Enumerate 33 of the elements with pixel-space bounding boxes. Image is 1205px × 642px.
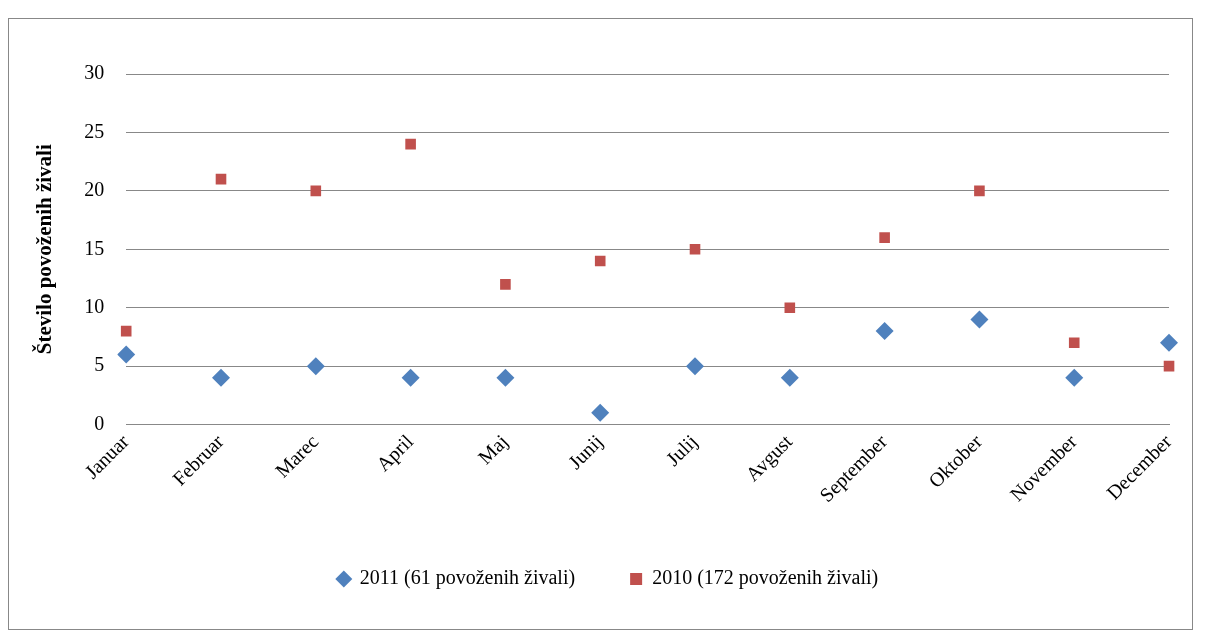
point xyxy=(500,279,511,290)
point xyxy=(970,310,989,329)
point xyxy=(1068,337,1080,349)
x-tick-label: Maj xyxy=(473,430,513,470)
point xyxy=(117,345,136,364)
y-tick-label: 0 xyxy=(94,411,105,434)
legend-label: 2010 (172 povoženih živali) xyxy=(652,566,879,590)
point xyxy=(306,357,325,376)
y-tick-label: 5 xyxy=(94,353,105,376)
point xyxy=(405,138,416,150)
x-tick-label: Julij xyxy=(661,430,703,471)
y-tick-label: 20 xyxy=(84,178,105,201)
y-tick-label: 10 xyxy=(84,294,105,317)
y-tick-label: 30 xyxy=(84,61,105,84)
point xyxy=(974,185,985,197)
point xyxy=(496,368,515,387)
point xyxy=(686,357,705,376)
point xyxy=(594,255,606,267)
y-tick-label: 15 xyxy=(84,236,105,259)
point xyxy=(401,368,420,387)
point xyxy=(689,243,701,255)
point xyxy=(879,232,890,243)
legend-label: 2011 (61 povoženih živali) xyxy=(359,566,576,590)
point xyxy=(784,302,796,314)
point xyxy=(780,368,799,387)
point xyxy=(591,403,610,422)
point xyxy=(1065,368,1084,387)
point xyxy=(875,322,894,341)
y-tick-label: 25 xyxy=(84,119,105,142)
point xyxy=(212,368,230,387)
point xyxy=(120,325,132,337)
y-axis-title: Število povoženih živali xyxy=(32,144,57,355)
point xyxy=(1160,333,1179,352)
